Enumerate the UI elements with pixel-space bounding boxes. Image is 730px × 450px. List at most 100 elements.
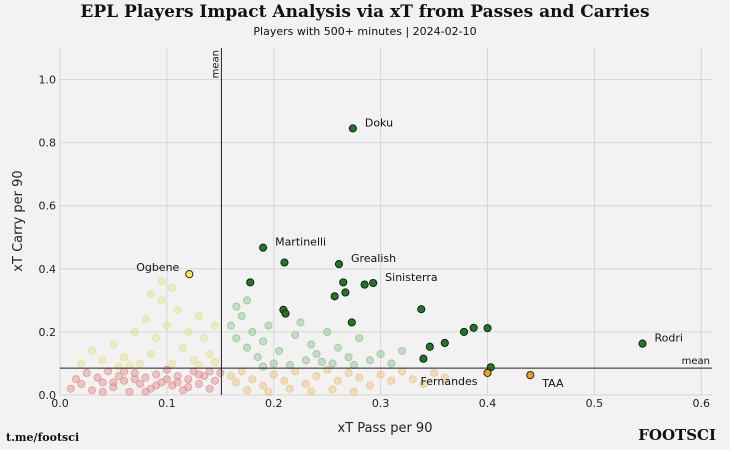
background-point	[194, 361, 203, 370]
background-point	[344, 353, 353, 362]
background-point	[82, 368, 91, 377]
x-tick-label: 0.0	[51, 397, 69, 410]
highlighted-point	[483, 324, 492, 333]
background-point	[157, 277, 166, 286]
background-point	[307, 340, 316, 349]
player-point-rodri	[638, 339, 647, 348]
y-tick-label: 0.8	[39, 137, 57, 150]
player-labels: Doku Martinelli Grealish Sinisterra Rodri Ogb…	[136, 116, 683, 390]
player-label-grealish: Grealish	[351, 252, 396, 265]
highlighted-point	[419, 354, 428, 363]
x-tick-label: 0.5	[586, 397, 604, 410]
background-point	[259, 337, 268, 346]
background-point	[146, 290, 155, 299]
highlighted-point	[417, 305, 426, 314]
player-label-taa: TAA	[541, 377, 564, 390]
highlighted-point	[360, 280, 369, 289]
background-point	[301, 379, 310, 388]
background-point	[88, 386, 97, 395]
background-point	[184, 383, 193, 392]
background-point	[98, 378, 107, 387]
highlighted-point	[281, 309, 290, 318]
background-point	[307, 387, 316, 396]
mean-y-label: mean	[682, 356, 710, 367]
chart-title: EPL Players Impact Analysis via xT from …	[80, 2, 650, 22]
background-point	[184, 327, 193, 336]
y-tick-label: 0.0	[39, 389, 57, 402]
background-point	[168, 283, 177, 292]
background-point	[285, 384, 294, 393]
player-point-ogbene	[185, 270, 194, 279]
background-point	[136, 359, 145, 368]
background-point	[194, 312, 203, 321]
background-point	[312, 372, 321, 381]
background-point	[323, 327, 332, 336]
x-tick-label: 0.4	[479, 397, 497, 410]
background-point	[344, 368, 353, 377]
background-point	[248, 327, 257, 336]
background-point	[210, 376, 219, 385]
background-point	[387, 359, 396, 368]
background-point	[152, 370, 161, 379]
background-point	[141, 373, 150, 382]
background-point	[259, 381, 268, 390]
background-point	[317, 357, 326, 366]
x-axis-label: xT Pass per 90	[338, 421, 433, 436]
y-tick-label: 1.0	[39, 74, 57, 87]
background-point	[296, 318, 305, 327]
player-point-fernandes	[483, 368, 492, 377]
background-point	[259, 362, 268, 371]
background-point	[243, 386, 252, 395]
x-tick-label: 0.3	[372, 397, 390, 410]
background-point	[323, 365, 332, 374]
background-point	[205, 384, 214, 393]
background-point	[194, 379, 203, 388]
background-point	[162, 321, 171, 330]
background-point	[130, 368, 139, 377]
background-point	[205, 349, 214, 358]
player-point-martinelli	[259, 243, 268, 252]
background-point	[109, 378, 118, 387]
background-point	[136, 379, 145, 388]
background-point	[333, 376, 342, 385]
background-point	[440, 373, 449, 382]
background-point	[227, 372, 236, 381]
player-label-fernandes: Fernandes	[421, 375, 478, 388]
background-point	[349, 361, 358, 370]
background-point	[120, 353, 129, 362]
grid	[59, 48, 712, 396]
highlighted-points	[185, 124, 647, 380]
background-point	[109, 340, 118, 349]
x-tick-label: 0.6	[693, 397, 711, 410]
background-point	[264, 321, 273, 330]
background-point	[376, 349, 385, 358]
background-point	[173, 372, 182, 381]
background-point	[248, 375, 257, 384]
highlighted-point	[440, 338, 449, 348]
background-point	[237, 312, 246, 321]
background-point	[291, 367, 300, 376]
x-tick-label: 0.2	[265, 397, 283, 410]
background-point	[104, 367, 113, 376]
background-point	[93, 373, 102, 382]
highlighted-point	[341, 288, 350, 297]
player-point-doku	[348, 124, 357, 133]
background-point	[162, 365, 171, 374]
background-point	[237, 367, 246, 376]
mean-lines: mean mean	[60, 48, 712, 395]
background-point	[243, 343, 252, 352]
background-point	[77, 379, 86, 388]
highlighted-point	[347, 318, 356, 327]
player-point-grealish	[334, 260, 344, 269]
background-point	[398, 346, 407, 355]
background-point	[280, 376, 289, 385]
background-point	[125, 387, 134, 396]
highlighted-point	[425, 342, 434, 351]
background-point	[349, 387, 358, 396]
background-point	[376, 370, 385, 379]
player-label-rodri: Rodri	[655, 332, 683, 345]
y-tick-label: 0.6	[39, 200, 57, 213]
background-point	[269, 370, 278, 379]
player-label-martinelli: Martinelli	[275, 236, 326, 249]
background-point	[398, 367, 407, 376]
